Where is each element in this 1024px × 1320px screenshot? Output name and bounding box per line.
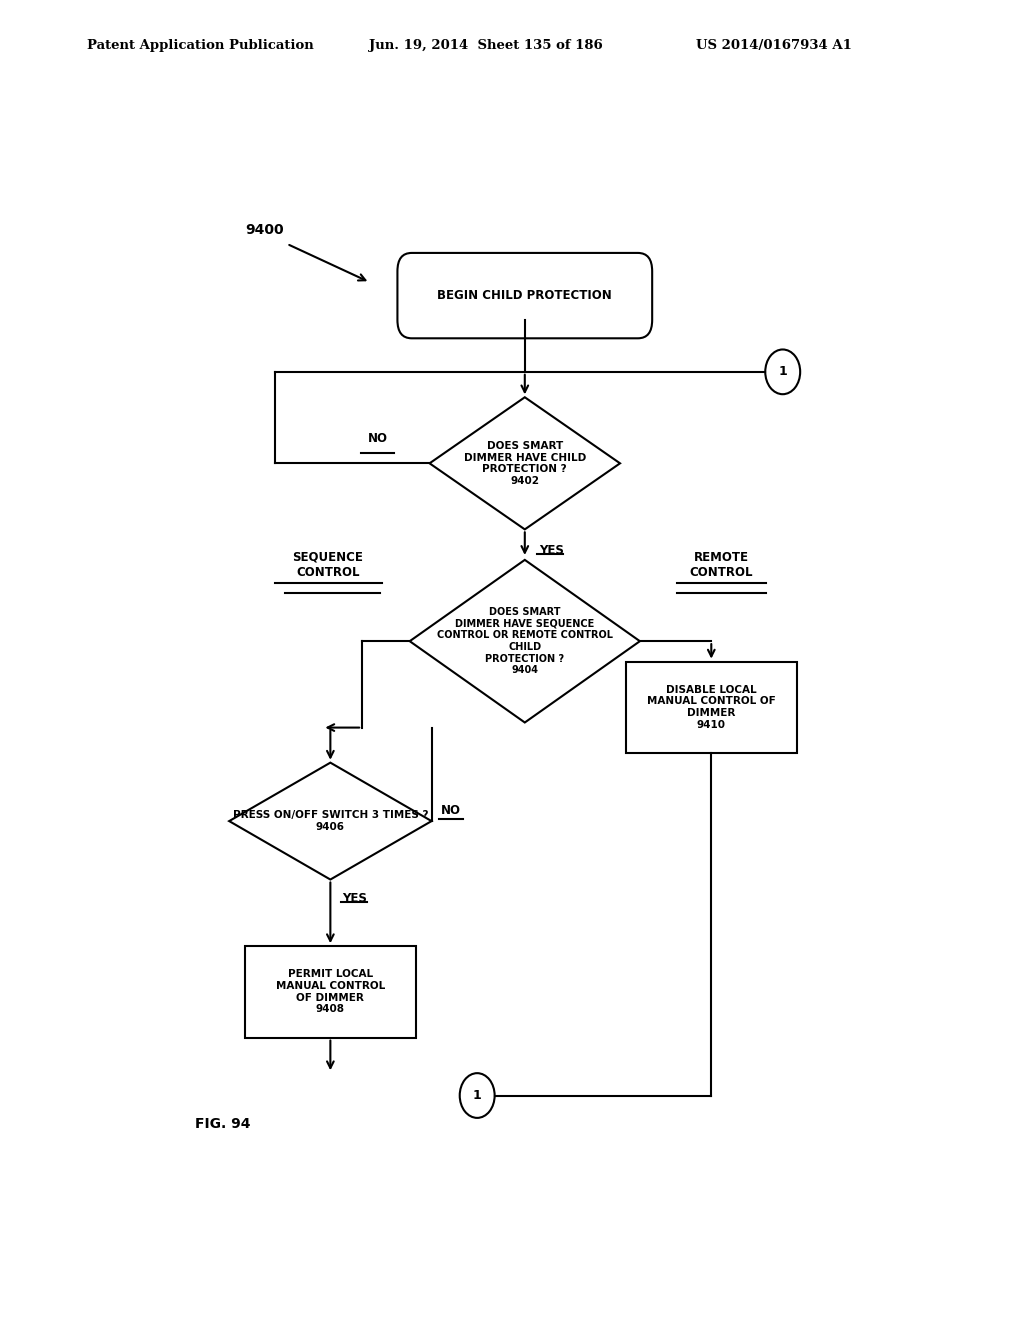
- Text: SEQUENCE
CONTROL: SEQUENCE CONTROL: [293, 550, 364, 579]
- Text: YES: YES: [539, 544, 564, 557]
- Circle shape: [765, 350, 800, 395]
- Text: 9400: 9400: [246, 223, 284, 236]
- Text: BEGIN CHILD PROTECTION: BEGIN CHILD PROTECTION: [437, 289, 612, 302]
- Text: 1: 1: [778, 366, 787, 379]
- Bar: [626, 661, 797, 752]
- Circle shape: [460, 1073, 495, 1118]
- FancyBboxPatch shape: [397, 253, 652, 338]
- Text: FIG. 94: FIG. 94: [196, 1117, 251, 1131]
- Text: 1: 1: [473, 1089, 481, 1102]
- Text: REMOTE
CONTROL: REMOTE CONTROL: [690, 550, 754, 579]
- Bar: [245, 946, 416, 1038]
- Text: NO: NO: [441, 804, 461, 817]
- Polygon shape: [430, 397, 620, 529]
- Polygon shape: [410, 560, 640, 722]
- Text: NO: NO: [368, 432, 388, 445]
- Text: Patent Application Publication: Patent Application Publication: [87, 38, 313, 51]
- Text: YES: YES: [342, 892, 368, 904]
- Text: PERMIT LOCAL
MANUAL CONTROL
OF DIMMER
9408: PERMIT LOCAL MANUAL CONTROL OF DIMMER 94…: [275, 969, 385, 1014]
- Text: DOES SMART
DIMMER HAVE CHILD
PROTECTION ?
9402: DOES SMART DIMMER HAVE CHILD PROTECTION …: [464, 441, 586, 486]
- Text: Jun. 19, 2014  Sheet 135 of 186: Jun. 19, 2014 Sheet 135 of 186: [369, 38, 602, 51]
- Polygon shape: [229, 763, 431, 879]
- Text: PRESS ON/OFF SWITCH 3 TIMES ?
9406: PRESS ON/OFF SWITCH 3 TIMES ? 9406: [232, 810, 428, 832]
- Text: DOES SMART
DIMMER HAVE SEQUENCE
CONTROL OR REMOTE CONTROL
CHILD
PROTECTION ?
940: DOES SMART DIMMER HAVE SEQUENCE CONTROL …: [437, 607, 612, 676]
- Text: DISABLE LOCAL
MANUAL CONTROL OF
DIMMER
9410: DISABLE LOCAL MANUAL CONTROL OF DIMMER 9…: [647, 685, 775, 730]
- Text: US 2014/0167934 A1: US 2014/0167934 A1: [696, 38, 852, 51]
